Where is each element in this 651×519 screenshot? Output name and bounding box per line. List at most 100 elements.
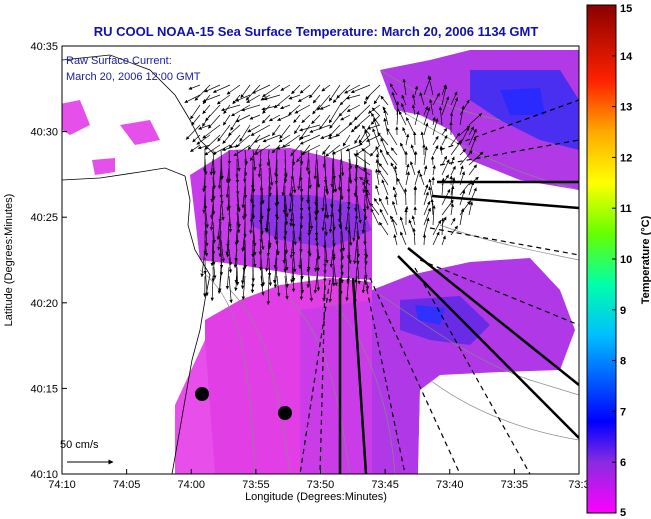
current-vector — [364, 239, 369, 259]
current-vector — [288, 185, 294, 213]
current-vector — [441, 235, 446, 246]
current-vector — [212, 257, 217, 279]
current-vector — [340, 248, 344, 269]
current-vector — [308, 167, 312, 189]
current-vector — [396, 177, 407, 196]
current-vector — [429, 99, 434, 116]
current-vector — [379, 148, 389, 166]
current-vector — [459, 200, 471, 216]
current-vector — [352, 212, 358, 242]
current-vector — [202, 124, 221, 139]
current-vector — [217, 124, 231, 142]
current-vector — [272, 257, 278, 284]
x-tick-label: 73:45 — [371, 479, 399, 491]
current-vector — [271, 124, 281, 136]
current-vector — [316, 158, 321, 188]
current-vector — [284, 248, 289, 271]
current-vector — [293, 114, 301, 123]
current-vector — [369, 202, 380, 216]
current-vector — [363, 203, 368, 221]
current-vector — [220, 149, 224, 180]
current-vector — [348, 248, 352, 265]
current-vector — [243, 239, 248, 269]
current-vector — [423, 165, 428, 176]
current-vector — [315, 185, 320, 215]
current-vector — [225, 266, 230, 290]
current-vector — [381, 179, 389, 196]
current-vector — [319, 104, 331, 110]
current-vector — [332, 257, 338, 287]
current-vector — [468, 137, 477, 156]
current-vector — [268, 266, 273, 287]
current-vector — [423, 122, 429, 136]
current-vector — [353, 239, 358, 265]
current-vector — [274, 167, 279, 185]
current-vector — [234, 257, 239, 284]
current-vector — [432, 231, 440, 246]
current-vector — [459, 208, 465, 226]
current-vector — [432, 164, 436, 176]
current-vector — [243, 176, 248, 199]
current-vector — [432, 145, 439, 156]
colorbar-tick-label: 9 — [620, 305, 626, 317]
current-vector — [276, 275, 281, 297]
current-vector — [210, 203, 214, 220]
current-vector — [204, 144, 221, 156]
current-vector — [298, 221, 302, 242]
current-vector — [361, 275, 366, 294]
current-vector — [300, 266, 305, 294]
current-vector — [331, 176, 336, 194]
current-vector — [210, 275, 214, 302]
current-vector — [370, 208, 380, 226]
current-vector — [385, 195, 389, 206]
annotation-current-time: March 20, 2006 12:00 GMT — [66, 71, 201, 83]
current-vector — [260, 203, 264, 220]
current-vector — [468, 151, 484, 166]
current-vector — [291, 266, 296, 282]
current-vector — [348, 221, 353, 246]
current-vector — [236, 212, 241, 234]
current-vector — [423, 146, 428, 166]
current-vector — [398, 110, 407, 126]
current-vector — [322, 144, 331, 155]
current-vector — [260, 176, 265, 205]
current-vector — [405, 171, 410, 186]
current-vector — [204, 212, 208, 236]
current-vector — [450, 185, 455, 206]
current-vector — [324, 203, 328, 219]
current-vector — [340, 176, 344, 201]
current-vector — [299, 203, 304, 221]
current-vector — [314, 194, 318, 216]
current-vector — [299, 134, 311, 140]
current-vector — [212, 167, 216, 190]
current-vector — [306, 266, 310, 289]
colorbar — [586, 4, 617, 514]
colorbar-tick-label: 11 — [620, 203, 632, 215]
current-vector — [225, 176, 230, 199]
current-vector — [268, 158, 274, 186]
current-vector — [284, 203, 289, 226]
current-vector — [284, 158, 288, 178]
current-vector — [378, 197, 389, 216]
current-vector — [459, 127, 470, 146]
current-vector — [312, 94, 321, 104]
current-vector — [459, 165, 464, 176]
current-vector — [235, 114, 251, 123]
x-tick-label: 74:00 — [177, 479, 205, 491]
current-vector — [278, 134, 291, 143]
current-vector — [441, 177, 445, 196]
current-vector — [353, 176, 358, 198]
current-vector — [274, 176, 279, 207]
current-vector — [262, 134, 281, 143]
current-vector — [262, 104, 271, 114]
current-vector — [291, 230, 296, 256]
sst-field — [62, 50, 579, 474]
current-vector — [299, 84, 311, 94]
current-vector — [338, 212, 342, 228]
x-tick-label: 73:3 — [568, 479, 589, 491]
current-vector — [260, 230, 265, 250]
current-vector — [332, 239, 336, 261]
current-vector — [364, 248, 368, 265]
scale-label: 50 cm/s — [60, 439, 99, 451]
current-vector — [412, 227, 416, 246]
